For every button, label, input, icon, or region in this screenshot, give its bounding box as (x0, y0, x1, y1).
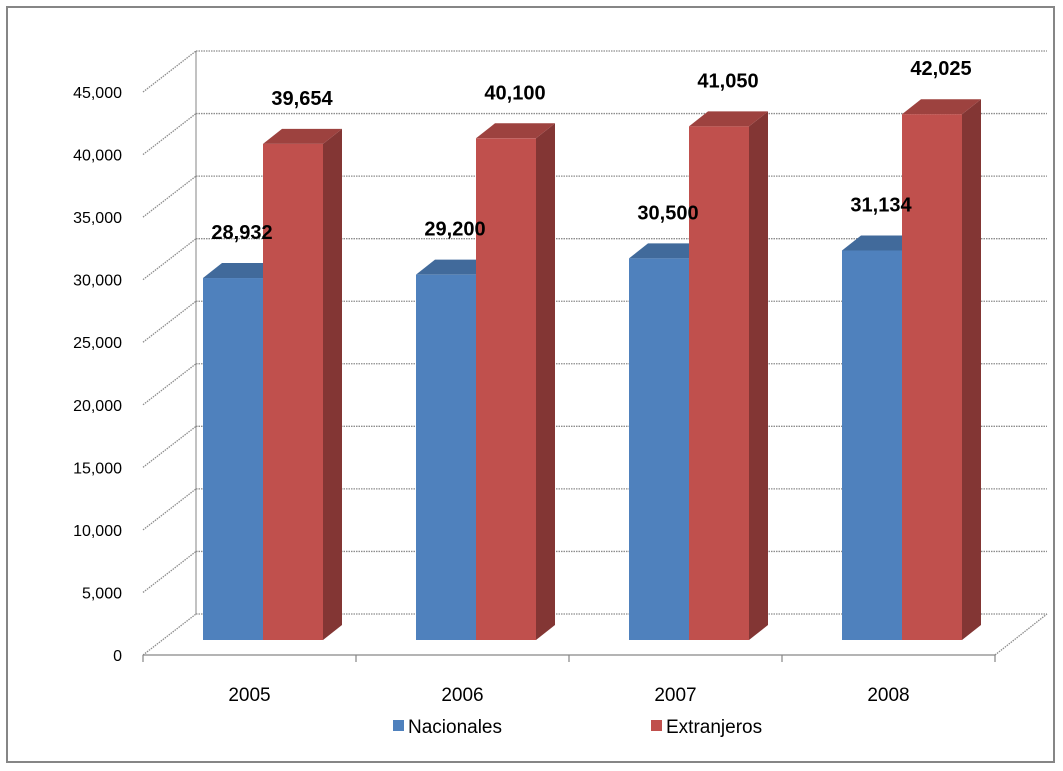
bar-side (323, 128, 342, 640)
bar-top (902, 99, 981, 115)
data-labels: 28,932 39,654 29,200 40,100 30,500 41,050 31,1… (211, 58, 971, 244)
bar-front (476, 138, 536, 640)
side-gridline (142, 425, 197, 468)
bar-front (203, 278, 263, 640)
y-tick-label: 5,000 (82, 585, 122, 602)
side-gridline (142, 363, 197, 406)
y-tick-label: 15,000 (73, 460, 122, 477)
side-gridline (142, 300, 197, 343)
legend: Nacionales Extranjeros (393, 717, 762, 738)
side-gridline (142, 238, 197, 281)
x-tick-label: 2005 (228, 685, 270, 706)
data-label: 39,654 (271, 88, 333, 110)
data-label: 29,200 (424, 219, 485, 241)
y-tick-label: 30,000 (73, 273, 122, 290)
y-tick-label: 0 (113, 648, 122, 665)
bars (203, 99, 981, 641)
axes: 0 5,000 10,000 15,000 20,000 25,000 30,000 35,0… (73, 51, 996, 706)
bar-extranjeros-2005 (263, 128, 342, 640)
legend-label-nacionales: Nacionales (408, 717, 502, 738)
bar-top (203, 263, 282, 279)
legend-swatch-extranjeros (651, 720, 662, 731)
y-tick-label: 45,000 (73, 85, 122, 102)
legend-label-extranjeros: Extranjeros (666, 717, 762, 738)
side-gridline (142, 488, 197, 531)
bar-top (416, 259, 495, 275)
bar-front (842, 250, 902, 640)
bar-side (962, 99, 981, 640)
bar-top (263, 128, 342, 144)
bar-extranjeros-2006 (476, 123, 555, 640)
data-label: 40,100 (484, 82, 545, 104)
bar-top (476, 123, 555, 139)
bar-front (689, 126, 749, 641)
data-label: 42,025 (910, 58, 971, 80)
data-label: 31,134 (850, 194, 912, 216)
data-label: 28,932 (211, 222, 272, 244)
side-gridline (142, 550, 197, 593)
bar-top (629, 243, 708, 259)
side-gridline (142, 613, 197, 656)
bar-front (902, 114, 962, 640)
bar-top (689, 111, 768, 127)
floor-edge (994, 613, 1048, 656)
side-gridline (142, 113, 197, 156)
bar-extranjeros-2008 (902, 99, 981, 640)
bar-nacionales-2008 (842, 235, 921, 640)
bar-side (536, 123, 555, 640)
y-tick-label: 40,000 (73, 148, 122, 165)
side-gridline (142, 50, 197, 93)
x-tick-label: 2008 (867, 685, 909, 706)
y-tick-label: 20,000 (73, 398, 122, 415)
bar-front (629, 258, 689, 640)
y-tick-label: 25,000 (73, 335, 122, 352)
x-tick-label: 2006 (441, 685, 483, 706)
bar-front (263, 143, 323, 640)
bar-side (749, 111, 768, 641)
gridlines (142, 50, 1048, 656)
y-tick-label: 10,000 (73, 523, 122, 540)
bar-top (842, 235, 921, 251)
y-tick-label: 35,000 (73, 210, 122, 227)
bar-extranjeros-2007 (689, 111, 768, 641)
bar-front (416, 274, 476, 640)
data-label: 30,500 (637, 202, 698, 224)
side-gridline (142, 175, 197, 218)
legend-swatch-nacionales (393, 720, 404, 731)
x-tick-label: 2007 (654, 685, 696, 706)
data-label: 41,050 (697, 70, 758, 92)
